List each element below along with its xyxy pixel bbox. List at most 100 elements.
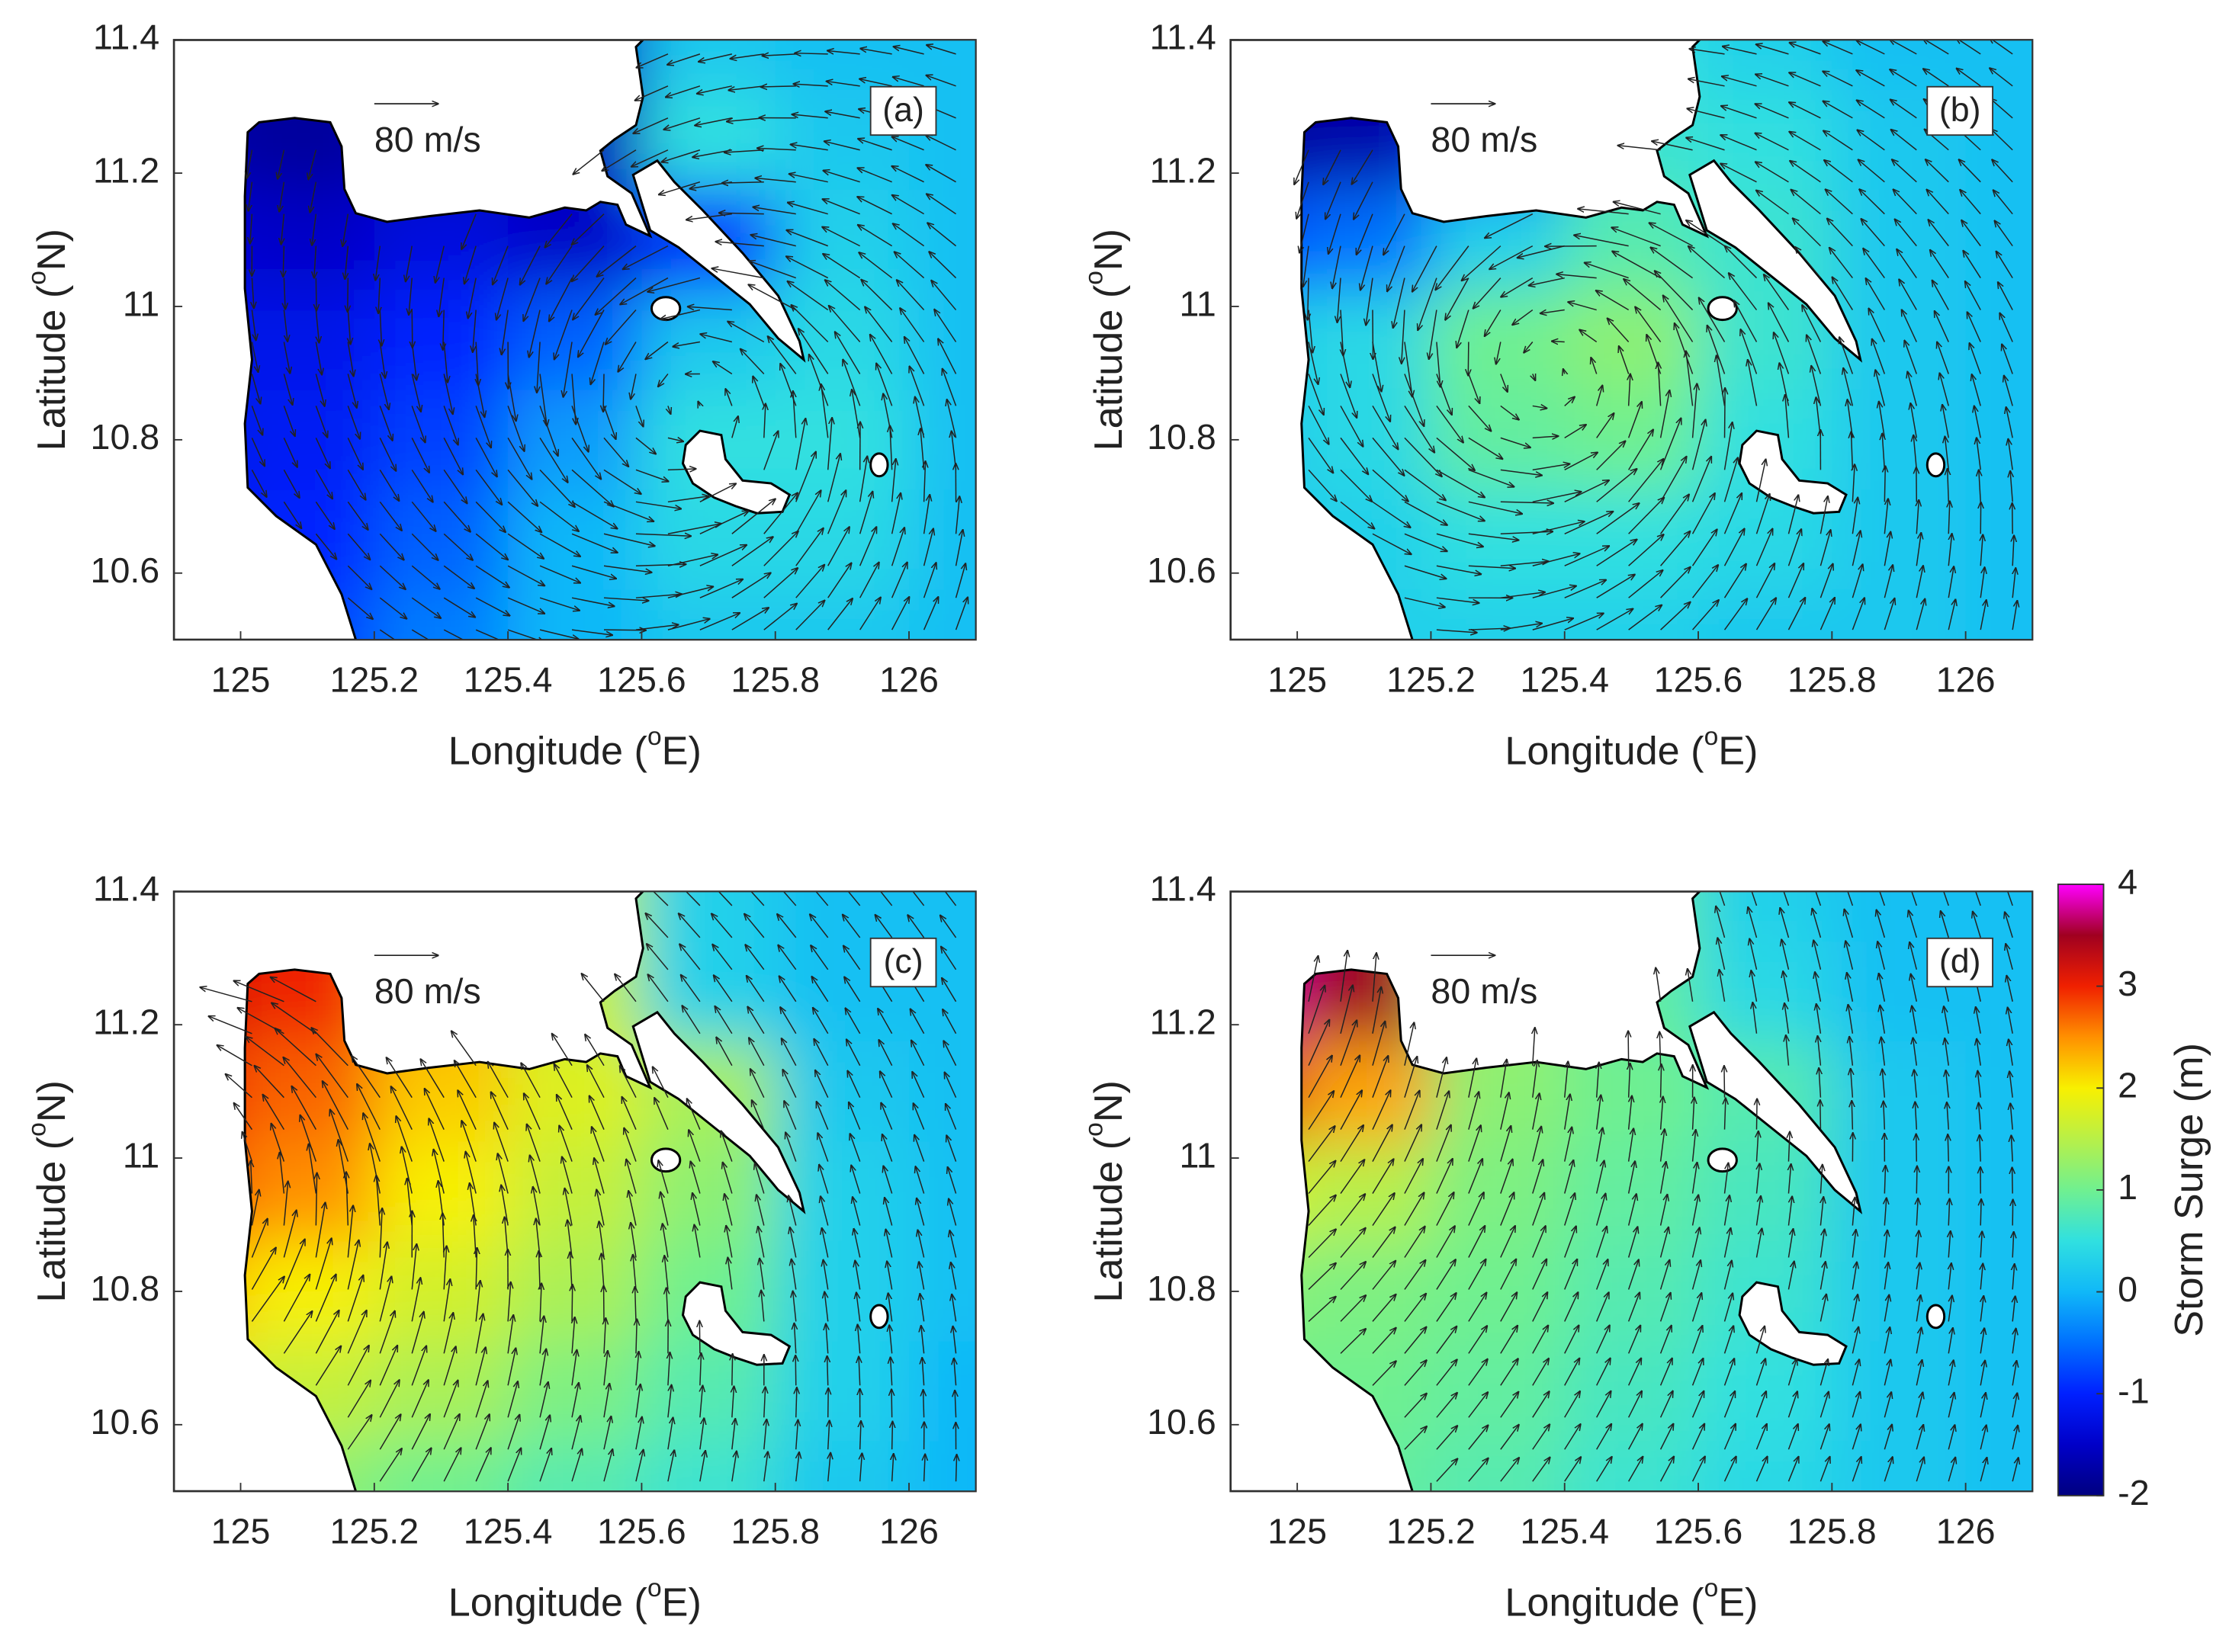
wind-arrow [635,85,669,101]
wind-arrow [870,335,893,374]
wind-arrow [603,533,655,546]
wind-arrow [1485,213,1534,239]
wind-arrow [910,366,925,406]
wind-arrow [1891,130,1917,151]
wind-arrow [635,625,679,630]
wind-arrow [635,469,669,481]
wind-arrow [283,374,292,405]
wind-arrow [443,310,444,350]
wind-arrow [1689,49,1725,55]
wind-arrow [443,533,473,560]
surge-cell [1431,1341,1565,1442]
x-tick-label: 125.6 [597,1512,686,1551]
wind-arrow [603,406,616,439]
label-part: Longitude ( [1505,1580,1704,1625]
wind-arrow [1691,419,1706,470]
wind-arrow [411,565,439,589]
wind-arrow [1819,564,1832,598]
wind-arrow [1687,108,1725,119]
wind-arrow [1564,425,1586,439]
surge-cell [1564,1341,1699,1442]
wind-arrow [659,181,701,195]
wind-arrow [827,490,846,534]
wind-arrow [1980,1199,1981,1226]
wind-arrow [246,1037,284,1067]
wind-arrow [443,406,458,444]
y-axis-label: Latitude (oN) [1080,229,1130,451]
wind-arrow [894,252,925,279]
wind-arrow [347,501,368,530]
wind-arrow [1663,296,1694,342]
wind-arrow [663,117,701,130]
wind-arrow [271,1003,316,1035]
wind-arrow [1340,501,1374,528]
x-tick-label: 125.8 [731,659,820,699]
wind-arrow [475,533,508,560]
wind-arrow [779,976,797,1002]
wind-arrow [823,254,861,279]
wind-arrow [926,75,956,87]
wind-arrow [660,309,701,319]
wind-arrow [1819,598,1835,630]
wind-arrow [798,329,829,374]
y-axis-label: Latitude (oN) [1080,1080,1130,1302]
wind-arrow [824,141,860,151]
wind-arrow [1402,310,1405,364]
wind-arrow [308,149,317,180]
wind-arrow [1366,277,1373,326]
wind-arrow [891,597,910,630]
wind-arrow [679,913,701,938]
label-part: Latitude ( [1087,1136,1131,1302]
wind-arrow [378,277,380,313]
wind-arrow [571,597,615,606]
wind-arrow [890,425,892,470]
wind-arrow [1691,565,1719,598]
wind-arrow [635,564,686,566]
wind-arrow [411,438,429,473]
wind-arrow [927,194,956,215]
surge-cell [1832,40,1966,90]
wind-arrow [1568,302,1597,311]
wind-arrow [1721,106,1757,119]
wind-arrow [1916,1166,1917,1194]
wind-arrow [1436,374,1452,415]
wind-arrow [1500,374,1508,392]
wind-arrow [1787,529,1801,566]
wind-arrow [2002,344,2013,374]
wind-arrow [1902,310,1917,342]
wind-arrow [1436,405,1463,442]
wind-arrow [1659,390,1670,438]
label-part: o [24,1122,52,1137]
wind-arrow [667,619,710,630]
wind-arrow [900,308,925,342]
wind-arrow [1720,164,1757,183]
surge-cell [1965,290,2033,390]
y-tick-label: 11 [1179,284,1216,323]
wind-arrow [411,374,421,412]
wind-arrow [1404,565,1447,579]
wind-arrow [1755,563,1775,598]
x-tick-label: 125.8 [1787,659,1877,699]
wind-arrow [275,1028,316,1067]
y-tick-label: 11.2 [1150,1002,1216,1041]
wind-arrow [602,149,637,171]
wind-arrow [894,47,924,55]
wind-arrow [1500,624,1542,630]
wind-arrow [1468,469,1514,486]
wind-arrow [1910,403,1918,438]
wind-arrow [2012,535,2014,566]
wind-arrow [667,524,721,534]
wind-arrow [1995,220,2013,247]
wind-arrow [473,310,477,352]
wind-arrow [814,891,829,906]
wind-arrow [468,277,477,319]
wind-arrow [537,342,540,393]
wind-arrow [725,389,733,406]
wind-arrow [645,913,669,938]
label-part: N) [1087,229,1131,271]
wind-arrow [1457,310,1469,348]
wind-arrow [1852,564,1862,598]
wind-arrow [923,1390,924,1418]
wind-arrow [645,341,669,360]
wind-arrow [1564,613,1604,630]
